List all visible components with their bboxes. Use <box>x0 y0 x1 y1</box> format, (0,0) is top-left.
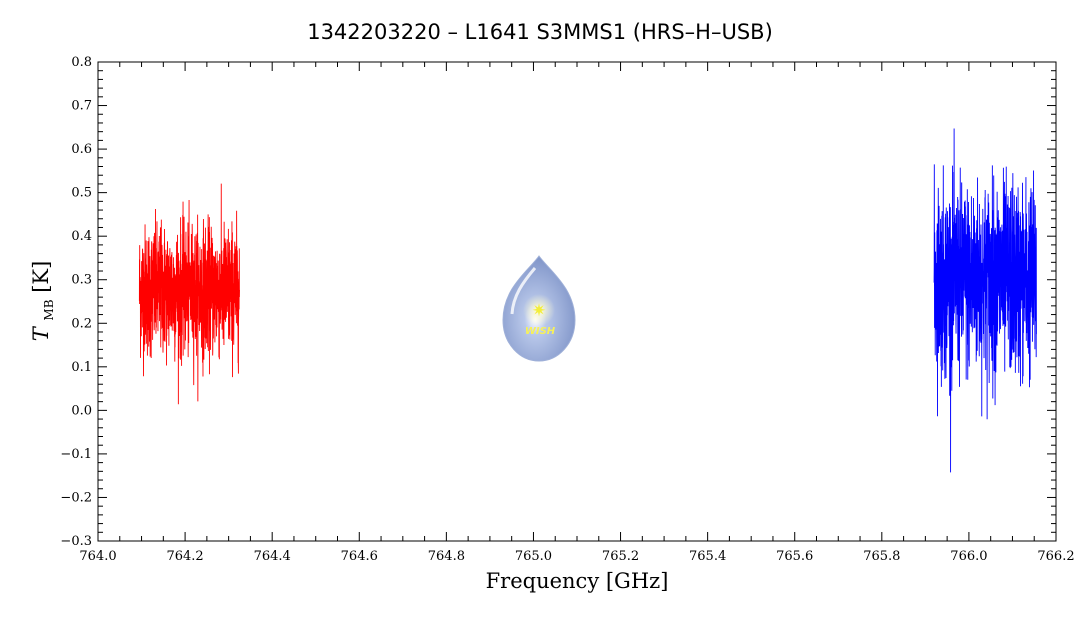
logo-text: WISH <box>525 326 556 337</box>
x-tick-label: 764.6 <box>341 549 378 564</box>
series-line-2 <box>933 128 1037 473</box>
x-tick-label: 765.4 <box>689 549 726 564</box>
x-tick-label: 764.8 <box>428 549 465 564</box>
y-tick-label: 0.1 <box>71 360 92 375</box>
x-tick-label: 766.0 <box>950 549 987 564</box>
star-icon: ✷ <box>532 301 546 321</box>
x-tick-label: 764.4 <box>254 549 291 564</box>
x-tick-label: 765.6 <box>776 549 813 564</box>
wish-logo: ✷ WISH <box>502 255 576 362</box>
x-tick-label: 765.8 <box>863 549 900 564</box>
ticks-layer: 764.0 764.2 764.4 764.6 764.8 765.0 765.2 765.4… <box>60 55 1074 564</box>
series-line-1 <box>138 183 240 405</box>
plot-frame <box>97 61 1057 542</box>
y-tick-label: 0.3 <box>71 273 92 288</box>
x-tick-label: 765.0 <box>515 549 552 564</box>
y-tick-label: 0.8 <box>71 55 92 70</box>
plot-area: ✷ WISH 764.0 764.2 764.4 764.6 764.8 765.0 765… <box>60 55 1074 564</box>
y-tick-label: 0.6 <box>71 142 92 157</box>
y-tick-label: 0.4 <box>71 229 92 244</box>
chart-title: 1342203220 – L1641 S3MMS1 (HRS–H–USB) <box>307 20 773 44</box>
y-tick-label: −0.2 <box>60 490 92 505</box>
x-tick-label: 764.0 <box>79 549 116 564</box>
x-tick-label: 764.2 <box>166 549 203 564</box>
x-axis-label: Frequency [GHz] <box>486 569 669 593</box>
series-layer <box>138 128 1037 473</box>
y-tick-label: 0.0 <box>71 403 92 418</box>
x-tick-label: 766.2 <box>1037 549 1074 564</box>
x-tick-label: 765.2 <box>602 549 639 564</box>
y-tick-label: 0.7 <box>71 99 92 114</box>
y-axis-label: T MB [K] <box>29 261 58 342</box>
y-tick-label: 0.2 <box>71 316 92 331</box>
y-axis-label-subscript: MB <box>42 299 56 320</box>
y-tick-label: 0.5 <box>71 186 92 201</box>
y-tick-label: −0.3 <box>60 534 92 549</box>
y-tick-label: −0.1 <box>60 447 92 462</box>
y-axis-label-symbol: T <box>29 325 53 341</box>
y-axis-label-unit: [K] <box>29 261 53 293</box>
